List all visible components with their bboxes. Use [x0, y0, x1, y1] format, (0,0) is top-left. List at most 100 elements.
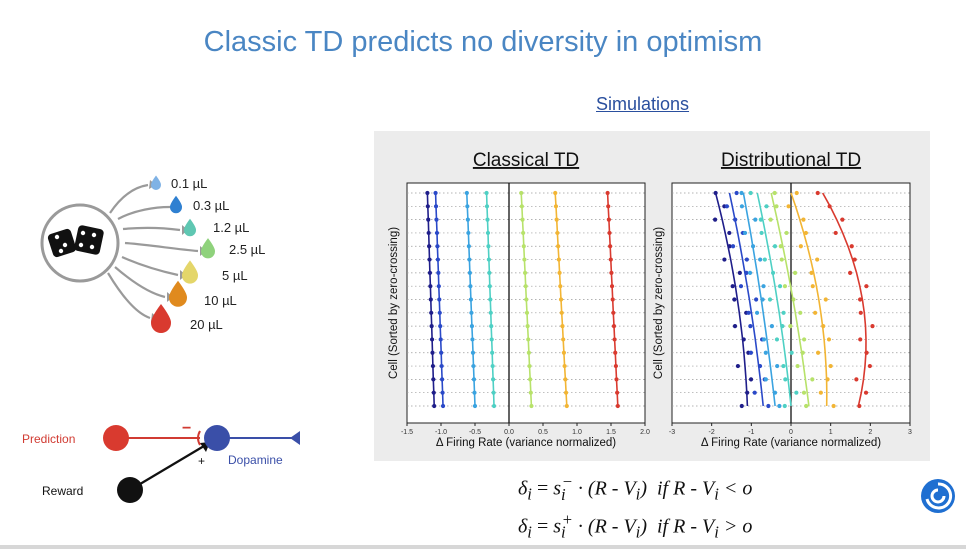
data-point — [782, 284, 788, 289]
data-point — [561, 337, 566, 342]
data-point — [553, 190, 558, 196]
data-point — [764, 204, 769, 209]
data-point — [561, 350, 567, 355]
data-point — [803, 230, 809, 236]
data-point — [781, 363, 786, 369]
data-point — [431, 377, 436, 382]
bottom-bar — [0, 545, 966, 549]
data-point — [849, 244, 854, 249]
data-point — [491, 403, 497, 409]
data-point — [529, 403, 534, 409]
data-point — [750, 244, 756, 249]
data-point — [472, 403, 478, 409]
series-1-3 — [748, 190, 799, 409]
drop-icon-3 — [200, 238, 216, 259]
data-point — [472, 390, 477, 395]
data-point — [524, 310, 530, 315]
data-point — [429, 337, 435, 342]
simulations-link[interactable]: Simulations — [596, 94, 690, 114]
series-1-6 — [815, 190, 875, 409]
data-point — [774, 337, 780, 342]
data-point — [791, 297, 796, 302]
data-point — [825, 377, 830, 382]
data-point — [563, 377, 568, 382]
data-point — [739, 204, 745, 209]
data-point — [739, 190, 744, 196]
data-point — [746, 310, 751, 315]
data-point — [777, 284, 783, 289]
series-line — [756, 192, 792, 407]
data-point — [522, 270, 528, 275]
data-point — [427, 257, 432, 262]
x-tick-label: -3 — [669, 429, 675, 436]
data-point — [490, 363, 495, 369]
data-point — [826, 337, 832, 342]
data-point — [608, 257, 613, 262]
data-point — [427, 244, 432, 249]
series-line — [822, 192, 867, 407]
data-point — [440, 403, 446, 409]
data-point — [758, 257, 763, 262]
arrow-2 — [122, 226, 181, 232]
x-tick-label: -2 — [709, 429, 715, 436]
data-point — [730, 244, 736, 249]
data-point — [609, 270, 614, 275]
data-point — [528, 377, 533, 382]
slide-title: Classic TD predicts no diversity in opti… — [203, 26, 763, 58]
data-point — [757, 363, 763, 369]
prediction-label: Prediction — [22, 432, 76, 446]
arrow-1 — [117, 205, 171, 220]
data-point — [745, 390, 750, 395]
plus-sign: + — [198, 454, 206, 468]
reward-label-1: 0.3 µL — [193, 198, 230, 213]
arrow-0 — [109, 183, 149, 214]
data-point — [470, 350, 476, 355]
data-point — [437, 310, 442, 315]
data-point — [761, 337, 767, 342]
data-point — [527, 363, 532, 369]
data-point — [438, 337, 443, 342]
data-point — [768, 217, 773, 222]
data-point — [466, 244, 471, 249]
data-point — [522, 257, 527, 262]
data-point — [772, 390, 778, 395]
chart-1: Distributional TD -3 -2 -1 0 1 2 3 Δ Firing Rate… — [653, 150, 912, 449]
x-tick-label: 3 — [908, 429, 912, 436]
data-point — [809, 270, 814, 275]
data-point — [558, 284, 563, 289]
data-point — [525, 324, 530, 329]
deepmind-logo-icon — [921, 479, 955, 513]
data-point — [434, 217, 439, 222]
data-point — [425, 190, 430, 196]
series-0-4 — [519, 190, 534, 409]
data-point — [848, 270, 853, 275]
series-1-5 — [786, 190, 836, 409]
data-point — [713, 217, 718, 222]
data-point — [433, 204, 439, 209]
data-point — [614, 377, 619, 382]
series-1-4 — [768, 190, 815, 409]
data-point — [427, 270, 433, 275]
data-point — [437, 297, 442, 302]
data-point — [489, 337, 494, 342]
chart-title-1: Distributional TD — [721, 150, 861, 171]
y-axis-label-1: Cell (Sorted by zero-crossing) — [653, 227, 665, 379]
data-point — [800, 350, 805, 355]
data-point — [810, 377, 815, 382]
data-point — [840, 217, 845, 222]
data-point — [763, 377, 768, 382]
dice-icon — [47, 225, 104, 258]
data-point — [802, 337, 807, 342]
data-point — [486, 244, 491, 249]
data-point — [605, 190, 610, 196]
data-point — [560, 324, 565, 329]
data-point — [763, 350, 768, 355]
data-point — [777, 403, 782, 409]
data-point — [748, 350, 754, 355]
data-point — [858, 310, 863, 315]
chart-title-0: Classical TD — [473, 150, 579, 171]
drop-icon-5 — [168, 280, 188, 307]
data-point — [748, 377, 754, 382]
data-point — [430, 363, 436, 369]
data-point — [724, 204, 730, 209]
